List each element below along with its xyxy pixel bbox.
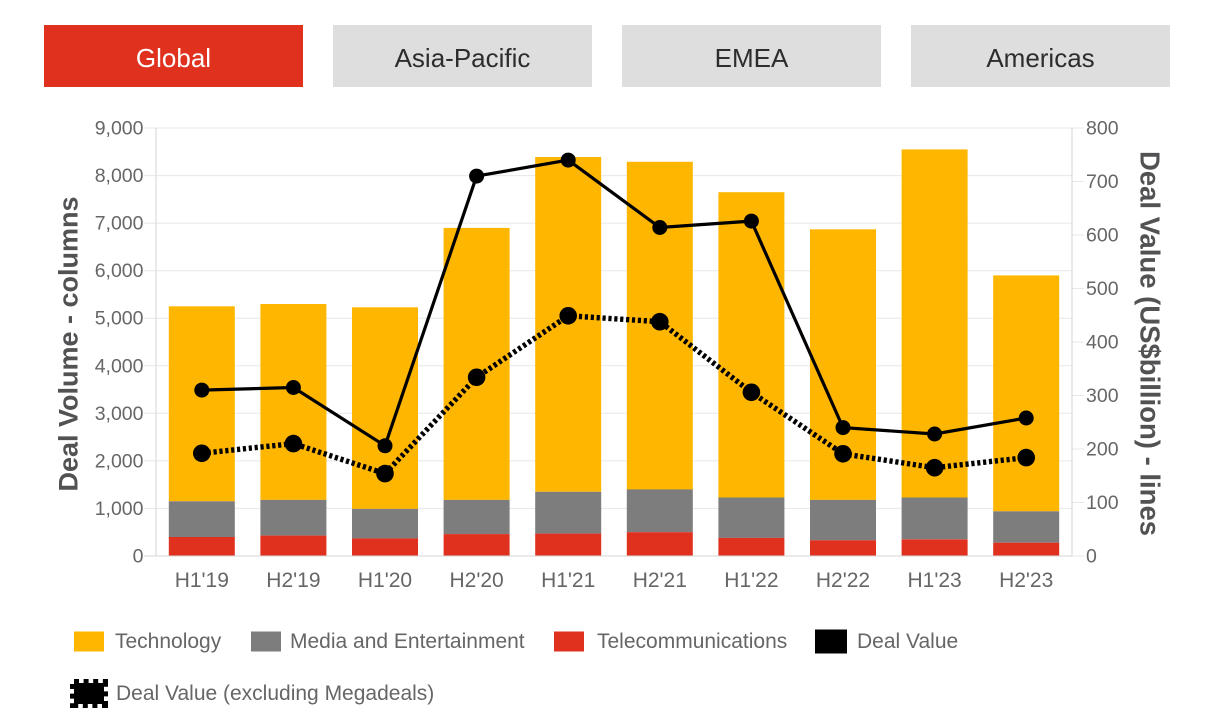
svg-text:H2'20: H2'20 — [449, 569, 503, 592]
svg-text:Deal Value (excluding Megadeal: Deal Value (excluding Megadeals) — [116, 682, 434, 705]
svg-text:200: 200 — [1086, 439, 1119, 461]
svg-text:100: 100 — [1086, 492, 1119, 514]
svg-text:H1'23: H1'23 — [907, 569, 961, 592]
svg-text:6,000: 6,000 — [95, 260, 144, 282]
svg-text:0: 0 — [1086, 546, 1097, 568]
svg-text:H2'19: H2'19 — [266, 569, 320, 592]
svg-text:7,000: 7,000 — [95, 213, 144, 235]
svg-text:1,000: 1,000 — [95, 498, 144, 520]
svg-text:400: 400 — [1086, 332, 1119, 354]
svg-text:H2'22: H2'22 — [816, 569, 870, 592]
svg-text:2,000: 2,000 — [95, 450, 144, 472]
svg-text:8,000: 8,000 — [95, 165, 144, 187]
svg-text:H1'20: H1'20 — [358, 569, 412, 592]
svg-text:500: 500 — [1086, 278, 1119, 300]
svg-text:0: 0 — [133, 546, 144, 568]
svg-text:Deal Value: Deal Value — [857, 630, 958, 653]
svg-text:H1'21: H1'21 — [541, 569, 595, 592]
svg-text:5,000: 5,000 — [95, 308, 144, 330]
svg-text:H1'19: H1'19 — [175, 569, 229, 592]
svg-text:Telecommunications: Telecommunications — [597, 630, 787, 653]
svg-text:300: 300 — [1086, 385, 1119, 407]
svg-text:Media and Entertainment: Media and Entertainment — [290, 630, 525, 653]
svg-text:H2'23: H2'23 — [999, 569, 1053, 592]
svg-text:9,000: 9,000 — [95, 118, 144, 140]
svg-text:H1'22: H1'22 — [724, 569, 778, 592]
svg-text:800: 800 — [1086, 118, 1119, 140]
svg-text:Technology: Technology — [115, 630, 222, 653]
svg-text:Deal Value (US$billion) - line: Deal Value (US$billion) - lines — [1135, 151, 1166, 536]
svg-text:700: 700 — [1086, 171, 1119, 193]
svg-text:600: 600 — [1086, 225, 1119, 247]
svg-text:H2'21: H2'21 — [633, 569, 687, 592]
svg-text:3,000: 3,000 — [95, 403, 144, 425]
svg-text:Deal Volume - columns: Deal Volume - columns — [54, 196, 84, 491]
svg-text:4,000: 4,000 — [95, 355, 144, 377]
